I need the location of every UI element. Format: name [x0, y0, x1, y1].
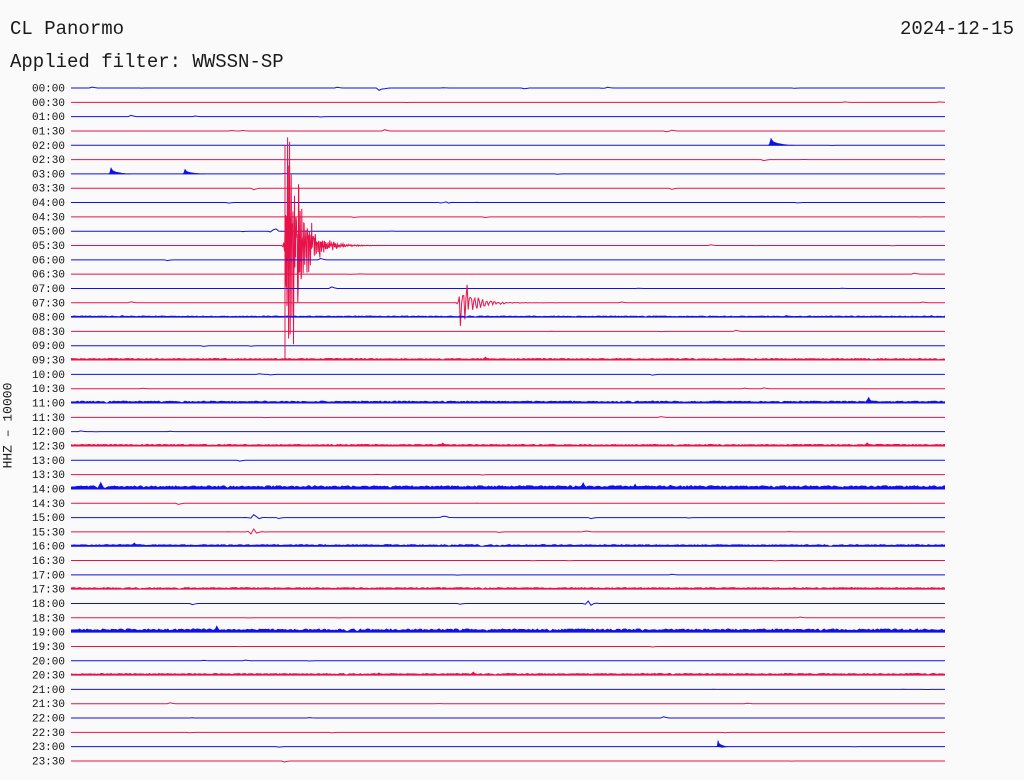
- svg-text:14:30: 14:30: [32, 499, 65, 511]
- svg-text:07:00: 07:00: [32, 284, 65, 296]
- svg-text:09:30: 09:30: [32, 356, 65, 368]
- svg-text:20:00: 20:00: [32, 656, 65, 668]
- svg-text:13:30: 13:30: [32, 470, 65, 482]
- svg-text:18:00: 18:00: [32, 599, 65, 611]
- svg-text:03:00: 03:00: [32, 169, 65, 181]
- svg-text:19:30: 19:30: [32, 642, 65, 654]
- svg-text:02:00: 02:00: [32, 141, 65, 153]
- svg-text:10:30: 10:30: [32, 384, 65, 396]
- svg-text:20:30: 20:30: [32, 671, 65, 683]
- svg-text:17:30: 17:30: [32, 585, 65, 597]
- svg-text:11:00: 11:00: [32, 399, 65, 411]
- svg-text:04:30: 04:30: [32, 212, 65, 224]
- svg-text:19:00: 19:00: [32, 628, 65, 640]
- svg-text:21:30: 21:30: [32, 699, 65, 711]
- svg-text:07:30: 07:30: [32, 298, 65, 310]
- svg-text:05:30: 05:30: [32, 241, 65, 253]
- svg-text:00:00: 00:00: [32, 84, 65, 96]
- svg-text:15:30: 15:30: [32, 527, 65, 539]
- svg-text:11:30: 11:30: [32, 413, 65, 425]
- svg-text:15:00: 15:00: [32, 513, 65, 525]
- svg-text:06:00: 06:00: [32, 255, 65, 267]
- svg-text:23:00: 23:00: [32, 742, 65, 754]
- svg-text:09:00: 09:00: [32, 341, 65, 353]
- svg-text:10:00: 10:00: [32, 370, 65, 382]
- svg-text:22:00: 22:00: [32, 714, 65, 726]
- svg-text:00:30: 00:30: [32, 98, 65, 110]
- svg-text:12:30: 12:30: [32, 442, 65, 454]
- svg-text:13:00: 13:00: [32, 456, 65, 468]
- svg-text:02:30: 02:30: [32, 155, 65, 167]
- svg-text:12:00: 12:00: [32, 427, 65, 439]
- svg-text:14:00: 14:00: [32, 484, 65, 496]
- svg-text:17:00: 17:00: [32, 570, 65, 582]
- svg-text:18:30: 18:30: [32, 613, 65, 625]
- svg-text:16:30: 16:30: [32, 556, 65, 568]
- svg-text:08:00: 08:00: [32, 313, 65, 325]
- svg-text:16:00: 16:00: [32, 542, 65, 554]
- svg-text:03:30: 03:30: [32, 184, 65, 196]
- svg-text:23:30: 23:30: [32, 757, 65, 769]
- svg-text:21:00: 21:00: [32, 685, 65, 697]
- svg-text:01:30: 01:30: [32, 127, 65, 139]
- svg-text:04:00: 04:00: [32, 198, 65, 210]
- svg-text:08:30: 08:30: [32, 327, 65, 339]
- svg-text:06:30: 06:30: [32, 270, 65, 282]
- svg-text:05:00: 05:00: [32, 227, 65, 239]
- svg-text:22:30: 22:30: [32, 728, 65, 740]
- svg-text:01:00: 01:00: [32, 112, 65, 124]
